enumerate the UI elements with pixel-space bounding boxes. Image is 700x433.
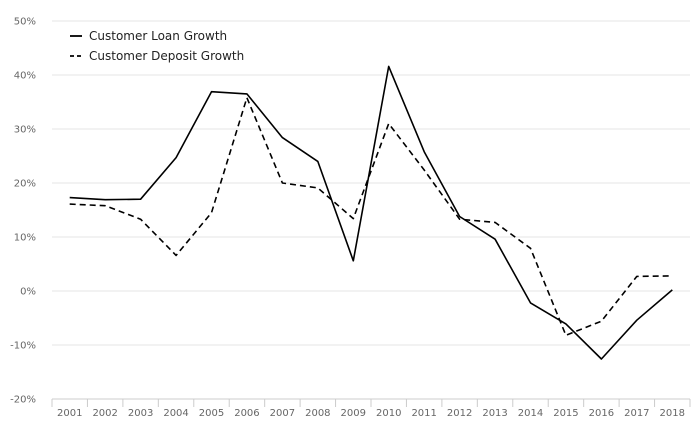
legend-label: Customer Deposit Growth <box>89 49 244 63</box>
x-tick-label: 2002 <box>92 408 117 419</box>
gridlines <box>52 20 690 346</box>
x-axis-tick-labels: 2001 2002 2003 2004 2005 2006 2007 2008 2009 2010… <box>57 408 685 419</box>
x-tick-label: 2005 <box>199 408 224 419</box>
y-tick-label: 0% <box>20 287 36 298</box>
series-line-customer-loan-growth <box>69 65 673 360</box>
series-lines <box>69 65 673 360</box>
y-tick-label: -20% <box>10 395 36 406</box>
x-tick-label: 2015 <box>553 408 578 419</box>
x-tick-label: 2016 <box>589 408 614 419</box>
legend: Customer Loan Growth Customer Deposit Gro… <box>70 29 244 63</box>
x-tick-label: 2011 <box>411 408 436 419</box>
y-tick-label: 20% <box>14 179 36 190</box>
y-tick-label: 50% <box>14 17 36 28</box>
y-tick-label: 40% <box>14 71 36 82</box>
x-tick-label: 2012 <box>447 408 472 419</box>
x-tick-label: 2018 <box>660 408 685 419</box>
x-tick-label: 2013 <box>482 408 507 419</box>
y-tick-label: -10% <box>10 341 36 352</box>
x-tick-label: 2003 <box>128 408 153 419</box>
x-tick-label: 2010 <box>376 408 401 419</box>
y-tick-label: 10% <box>14 233 36 244</box>
series-line-customer-deposit-growth <box>69 96 673 337</box>
x-tick-label: 2007 <box>270 408 295 419</box>
x-tick-label: 2009 <box>341 408 366 419</box>
y-tick-label: 30% <box>14 125 36 136</box>
x-axis <box>51 398 691 407</box>
x-tick-label: 2008 <box>305 408 330 419</box>
x-tick-label: 2001 <box>57 408 82 419</box>
x-tick-label: 2004 <box>163 408 188 419</box>
y-axis-tick-labels: -20% -10% 0% 10% 20% 30% 40% 50% <box>10 17 36 406</box>
x-tick-label: 2014 <box>518 408 543 419</box>
legend-label: Customer Loan Growth <box>89 29 227 43</box>
x-tick-label: 2017 <box>624 408 649 419</box>
x-tick-label: 2006 <box>234 408 259 419</box>
